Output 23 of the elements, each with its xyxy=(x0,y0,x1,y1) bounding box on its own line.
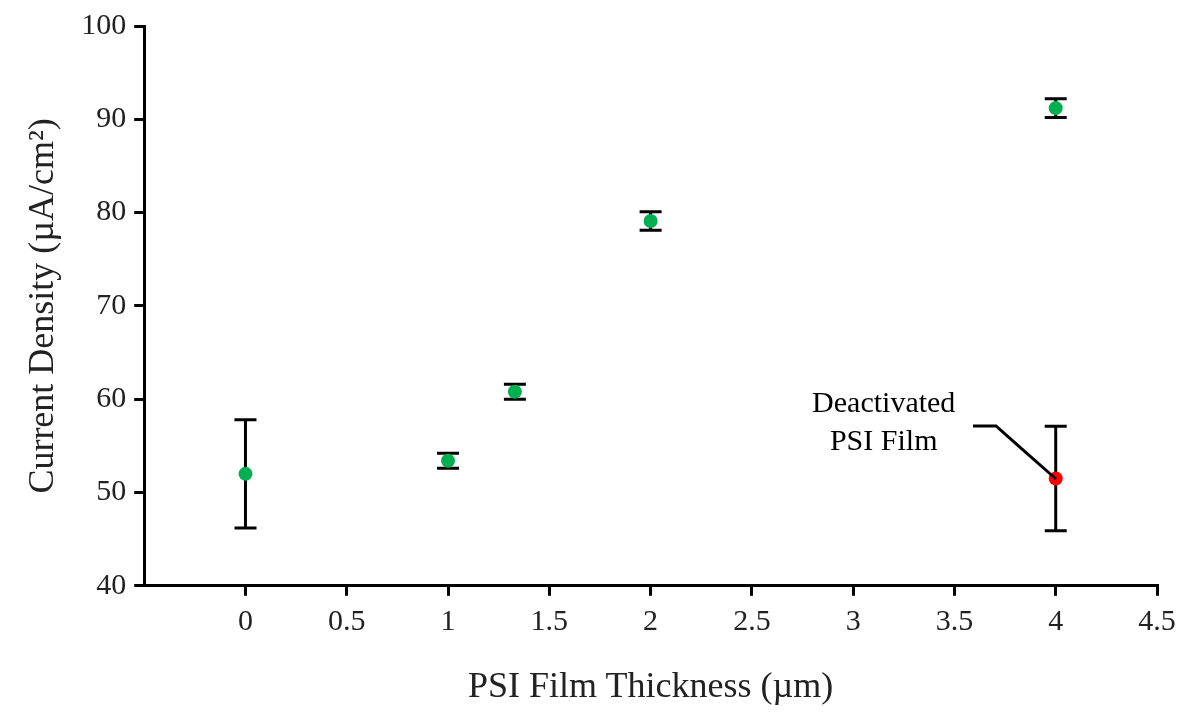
x-tick-label: 0.5 xyxy=(328,602,366,636)
x-axis-title: PSI Film Thickness (µm) xyxy=(468,664,834,705)
x-tick-label: 4.5 xyxy=(1138,602,1176,636)
y-axis-title: Current Density (µA/cm²) xyxy=(21,118,62,494)
point xyxy=(441,453,456,468)
x-tick-label: 0 xyxy=(237,602,253,636)
y-tick-label: 60 xyxy=(96,380,127,414)
y-tick-label: 100 xyxy=(81,6,127,40)
y-tick-label: 90 xyxy=(96,100,127,134)
y-tick-label: 80 xyxy=(96,193,127,227)
x-tick-label: 2.5 xyxy=(733,602,771,636)
annotation: Deactivated PSI Film xyxy=(812,385,956,457)
x-tick-label: 1.5 xyxy=(530,602,569,636)
x-tick-label: 2 xyxy=(643,602,659,636)
point xyxy=(238,466,253,481)
y-tick-label: 40 xyxy=(96,566,127,600)
point xyxy=(507,384,522,399)
x-tick-label: 4 xyxy=(1048,602,1064,636)
x-tick-label: 3.5 xyxy=(935,602,974,636)
y-tick-label: 50 xyxy=(96,473,127,507)
x-tick-label: 3 xyxy=(845,602,861,636)
y-tick-label: 70 xyxy=(96,286,127,320)
x-tick-label: 1 xyxy=(440,602,456,636)
